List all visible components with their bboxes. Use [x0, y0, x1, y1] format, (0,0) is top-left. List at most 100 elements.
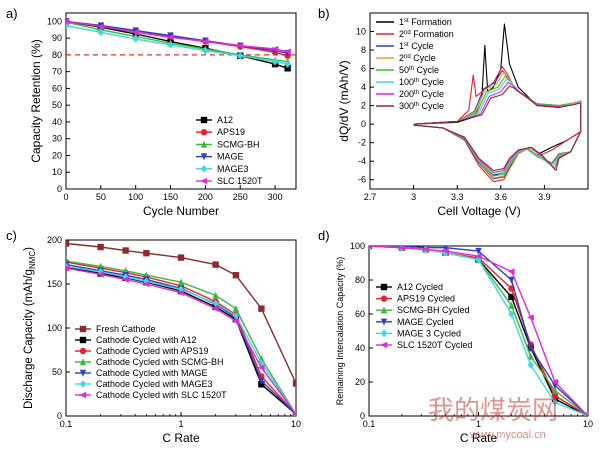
- y-tick-label: 10: [52, 167, 62, 177]
- data-point: [232, 311, 240, 320]
- data-point: [271, 57, 279, 66]
- legend-marker: [200, 140, 208, 148]
- data-point: [584, 414, 588, 416]
- y-tick-label: 100: [350, 241, 365, 251]
- data-point: [97, 23, 105, 30]
- data-point: [258, 305, 265, 312]
- data-point: [177, 278, 185, 286]
- legend-label: MAGE: [217, 152, 244, 162]
- panel-label-d: d): [318, 228, 330, 243]
- data-point: [237, 51, 244, 60]
- data-point: [398, 246, 406, 251]
- data-point: [474, 253, 482, 260]
- data-point: [177, 289, 185, 296]
- data-point: [551, 378, 559, 386]
- y-tick-label: -4: [358, 156, 366, 166]
- data-point: [508, 301, 515, 309]
- y-tick-label: 100: [47, 323, 62, 333]
- legend-label: A12: [217, 115, 233, 125]
- data-point: [143, 277, 150, 286]
- x-tick-label: 3: [411, 192, 416, 202]
- plot-frame-b: [369, 12, 589, 190]
- legend-label: MAGE Cycled: [397, 317, 454, 327]
- y-tick-label: 50: [52, 100, 62, 110]
- data-point: [132, 35, 139, 43]
- legend-label: Cathode Cycled with APS19: [96, 346, 209, 356]
- series-cathode-cycled-with-slc-1520t: [66, 264, 296, 416]
- x-tick-label: 2.7: [364, 192, 377, 202]
- x-tick-label: 0.1: [60, 419, 73, 429]
- legend-label: 1st Cycle: [399, 41, 434, 51]
- y-tick-label: 60: [355, 309, 365, 319]
- legend-label: Fresh Cathode: [96, 324, 156, 334]
- legend-marker: [380, 295, 388, 302]
- y-tick-label: 50: [52, 367, 62, 377]
- data-point: [66, 21, 70, 30]
- x-tick-label: 100: [128, 192, 143, 202]
- series-line-scmg-bh: [66, 21, 288, 63]
- legend-marker: [79, 369, 87, 377]
- data-point: [66, 240, 70, 247]
- y-tick-label: 80: [355, 275, 365, 285]
- data-point: [121, 276, 129, 283]
- data-point: [232, 317, 240, 325]
- legend-label: SLC 1520T: [217, 176, 263, 186]
- data-point: [202, 46, 209, 55]
- data-point: [551, 398, 559, 407]
- legend-label: APS19: [217, 127, 245, 137]
- legend-marker: [200, 177, 208, 185]
- x-axis-title-d: C Rate: [460, 431, 498, 445]
- plot-area-a: [66, 18, 296, 72]
- data-point: [66, 261, 70, 269]
- x-axis-title-a: Cycle Number: [143, 204, 219, 218]
- legend-label: 1st Formation: [399, 17, 452, 27]
- y-tick-label: 100: [47, 16, 62, 26]
- data-point: [551, 392, 559, 399]
- y-tick-label: 200: [47, 235, 62, 245]
- legend-label: APS19 Cycled: [397, 294, 455, 304]
- data-point: [271, 45, 279, 53]
- legend-marker: [380, 329, 388, 338]
- data-point: [97, 243, 104, 251]
- y-tick-label: 0: [361, 119, 366, 129]
- data-point: [167, 41, 174, 49]
- y-tick-label: 2: [361, 101, 366, 111]
- data-point: [66, 264, 70, 272]
- series-line-a12: [66, 20, 288, 69]
- data-point: [66, 18, 70, 25]
- legend-marker: [380, 318, 388, 326]
- data-point: [131, 29, 139, 36]
- legend-label: MAGE 3 Cycled: [397, 328, 461, 338]
- plot-area-c: [66, 240, 296, 416]
- y-tick-label: 20: [355, 377, 365, 387]
- data-point: [177, 254, 185, 261]
- plot-area-b: [413, 23, 582, 183]
- legend-label: 2nd Cycle: [399, 53, 436, 63]
- series-mage-cycled: [369, 246, 588, 416]
- x-tick-label: 10: [583, 419, 593, 429]
- legend-label: 50th Cycle: [399, 65, 439, 75]
- data-point: [292, 412, 296, 416]
- y-tick-label: 60: [52, 83, 62, 93]
- x-axis-title-b: Cell Voltage (V): [437, 204, 520, 218]
- series-mage3: [66, 21, 291, 68]
- legend-label: Cathode Cycled with MAGE: [96, 368, 208, 378]
- legend-marker: [200, 116, 208, 124]
- data-point: [475, 247, 482, 255]
- data-point: [212, 291, 219, 299]
- x-tick-label: 1: [476, 419, 481, 429]
- panel-b: b) 2.7 3 3.3 3.6 3.9 -6 -4 -2 0 2 4 6 8 10 Cell Voltage…: [318, 6, 589, 218]
- legend-marker: [380, 283, 388, 291]
- data-point: [507, 268, 515, 275]
- y-tick-label: 0: [57, 184, 62, 194]
- legend-marker: [79, 391, 87, 399]
- data-point: [232, 304, 240, 312]
- y-axis-title-d: Remaining Intercalation Capacity (%): [335, 257, 345, 406]
- legend-marker: [79, 336, 87, 344]
- data-point: [527, 352, 534, 360]
- data-point: [508, 293, 515, 301]
- legend-b: 1st Formation 2nd Formation 1st Cycle 2nd C…: [376, 17, 454, 111]
- legend-a: A12 APS19 SCMG-BH MAGE MAGE3 SLC 1520T: [196, 115, 263, 186]
